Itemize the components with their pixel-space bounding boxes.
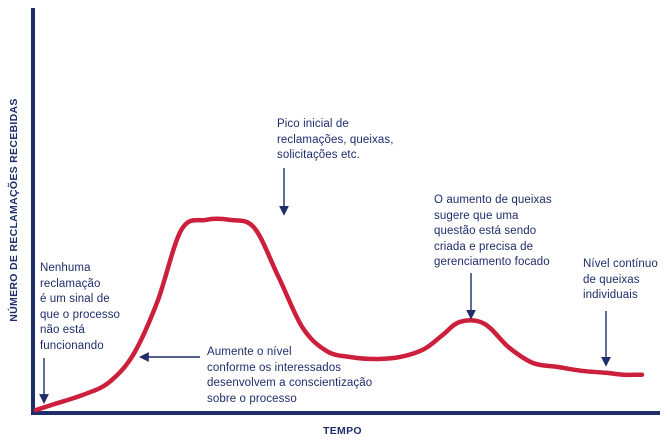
annotation-rising-issue: O aumento de queixas sugere que uma ques… [434, 194, 552, 268]
annotation-continuous-level: Nível contínuo de queixas individuais [583, 258, 658, 301]
annotation-no-complaints: Nenhuma reclamação é um sinal de que o p… [40, 262, 121, 352]
y-axis-label: NÚMERO DE RECLAMAÇÕES RECEBIDAS [8, 98, 20, 322]
annotation-increase-level: Aumente o nível conforme os interessados… [207, 346, 373, 405]
annotation-initial-peak: Pico inicial de reclamações, queixas, so… [277, 118, 394, 161]
x-axis-label: TEMPO [323, 425, 362, 437]
annotation-arrows [39, 168, 611, 404]
complaints-curve [33, 216, 645, 413]
